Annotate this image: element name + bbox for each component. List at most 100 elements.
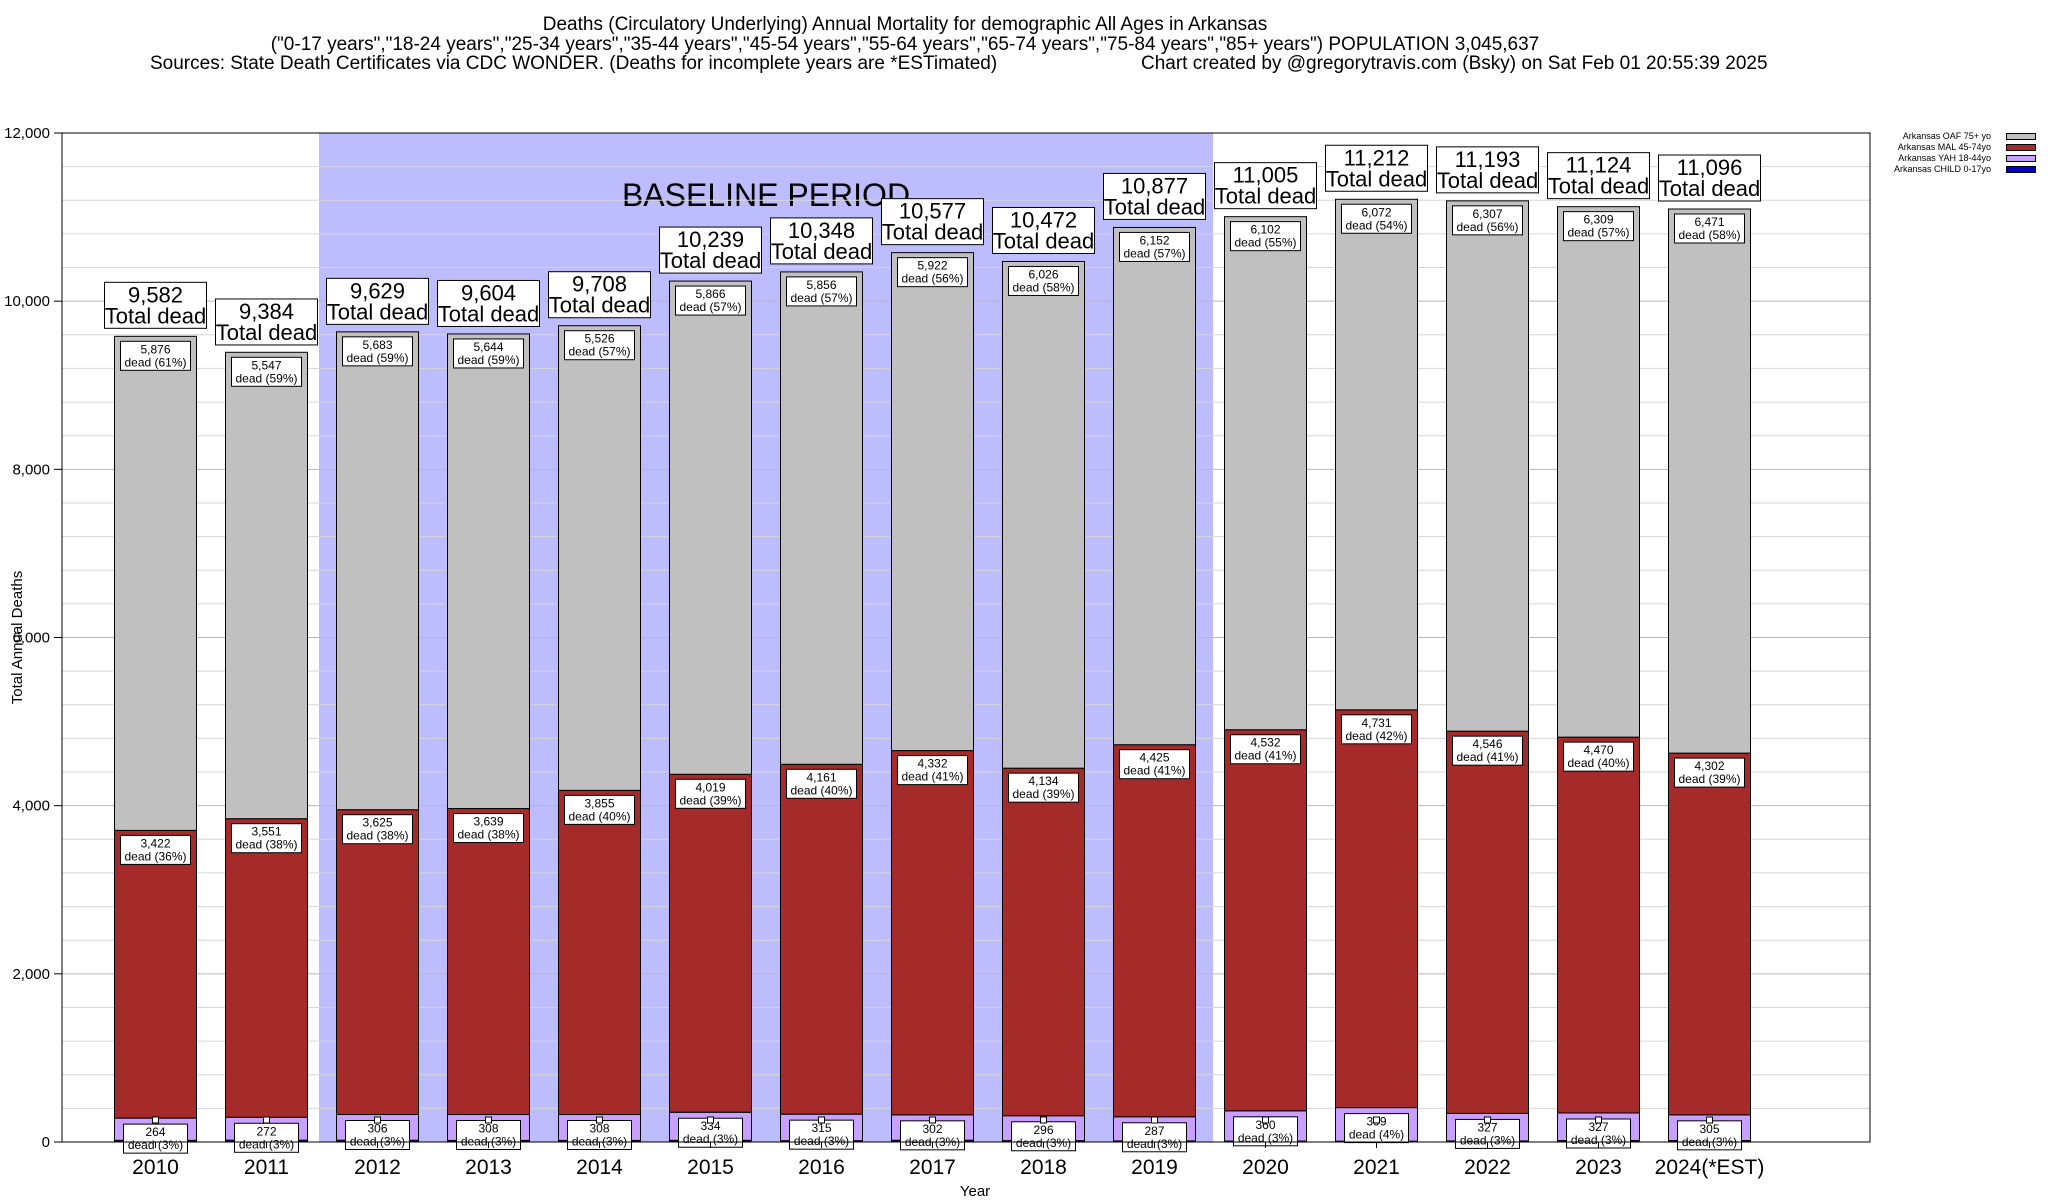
x-tick-label: 2022 — [1464, 1156, 1511, 1179]
child-marker — [1262, 1116, 1269, 1124]
data-label-pct: dead (55%) — [1234, 236, 1296, 250]
total-suffix: Total dead — [1659, 176, 1761, 201]
total-suffix: Total dead — [549, 293, 651, 318]
data-label-pct: dead (38%) — [346, 829, 408, 843]
data-label-value: 306 — [367, 1122, 387, 1136]
bar-segment — [1113, 226, 1196, 746]
data-label-pct: dead (56%) — [901, 272, 963, 286]
bar-segment — [1113, 744, 1196, 1118]
data-label-value: 4,425 — [1139, 751, 1169, 765]
data-label-pct: dead (57%) — [1567, 226, 1629, 240]
total-label-box — [1214, 162, 1317, 210]
data-label-box — [453, 338, 524, 369]
total-value: 10,239 — [677, 227, 744, 252]
total-suffix: Total dead — [438, 301, 540, 326]
data-label-pct: dead (59%) — [457, 353, 519, 367]
bar-segment — [669, 280, 752, 775]
x-tick-label: 2014 — [576, 1156, 623, 1179]
x-tick-label: 2018 — [1020, 1156, 1067, 1179]
data-label-box — [1452, 205, 1523, 236]
child-marker — [374, 1116, 381, 1124]
data-label-pct: dead (54%) — [1345, 218, 1407, 232]
total-suffix: Total dead — [1548, 174, 1650, 199]
data-label-pct: dead (57%) — [790, 291, 852, 305]
x-tick-label: 2019 — [1131, 1156, 1178, 1179]
total-suffix: Total dead — [771, 239, 873, 264]
data-label-value: 327 — [1588, 1120, 1608, 1134]
child-marker — [1151, 1116, 1158, 1124]
data-label-value: 4,134 — [1028, 774, 1058, 788]
data-label-pct: dead (59%) — [346, 351, 408, 365]
total-suffix: Total dead — [660, 248, 762, 273]
x-tick-label: 2015 — [687, 1156, 734, 1179]
child-marker — [929, 1116, 936, 1124]
data-label-value: 5,526 — [584, 332, 614, 346]
data-label-value: 3,551 — [251, 825, 281, 839]
child-marker — [596, 1116, 603, 1124]
data-label-value: 305 — [1699, 1122, 1719, 1136]
total-value: 11,005 — [1233, 163, 1299, 188]
data-label-pct: dead (38%) — [457, 828, 519, 842]
chart-title: Deaths (Circulatory Underlying) Annual M… — [542, 14, 1268, 35]
data-label-box — [1008, 265, 1079, 296]
data-label-box — [1563, 741, 1634, 772]
legend-item: Arkansas YAH 18-44yo — [1888, 153, 2036, 164]
data-label-box — [1008, 772, 1079, 803]
data-label-value: 334 — [700, 1119, 720, 1133]
data-label-box — [897, 257, 968, 288]
data-label-pct: dead (39%) — [1012, 787, 1074, 801]
legend-swatch — [2006, 144, 2036, 151]
child-marker — [485, 1116, 492, 1124]
data-label-box — [1119, 231, 1190, 262]
total-label-box — [1103, 172, 1206, 220]
total-label-box — [881, 198, 984, 246]
data-label-value: 5,876 — [140, 342, 170, 356]
x-tick-label: 2010 — [132, 1156, 179, 1179]
data-label-box — [231, 823, 302, 854]
data-label-pct: dead (61%) — [124, 355, 186, 369]
data-label-pct: dead (4%) — [1349, 1128, 1404, 1142]
data-label-value: 287 — [1144, 1124, 1164, 1138]
x-axis-label: Year — [960, 1183, 990, 1200]
total-value: 11,124 — [1566, 153, 1632, 178]
data-label-value: 3,422 — [140, 836, 170, 850]
total-suffix: Total dead — [1326, 166, 1428, 191]
data-label-pct: dead (41%) — [1456, 750, 1518, 764]
bar-segment — [1557, 736, 1640, 1114]
total-value: 10,577 — [899, 199, 966, 224]
total-label-box — [992, 206, 1095, 254]
data-label-pct: dead (41%) — [901, 770, 963, 784]
data-label-pct: dead (58%) — [1678, 228, 1740, 242]
total-value: 11,096 — [1677, 155, 1743, 180]
bar-segment — [225, 818, 308, 1118]
data-label-pct: dead (41%) — [1123, 764, 1185, 778]
bar-segment — [780, 763, 863, 1115]
data-label-box — [1674, 757, 1745, 788]
data-label-pct: dead (40%) — [1567, 756, 1629, 770]
total-label-box — [548, 271, 651, 319]
data-label-box — [1341, 714, 1412, 745]
total-label-box — [215, 298, 318, 346]
data-label-value: 3,855 — [584, 796, 614, 810]
